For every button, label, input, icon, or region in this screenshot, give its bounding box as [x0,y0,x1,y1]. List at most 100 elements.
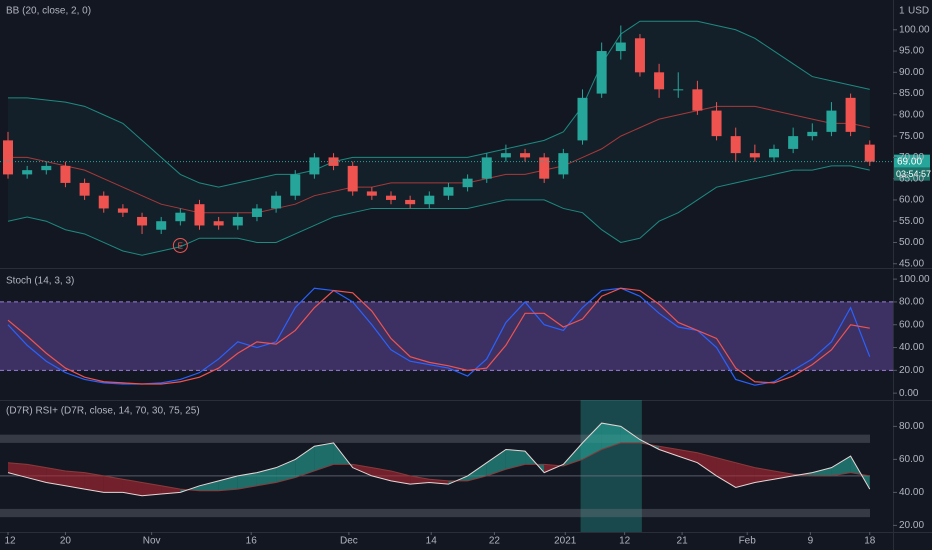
series-line [7,287,870,385]
band-fill [0,301,893,371]
candle-body [405,199,416,205]
currency[interactable]: USD [908,6,929,17]
rsi-fill [276,459,296,483]
candle-body [232,216,243,226]
y-tick-label: 70.00 [899,152,924,163]
series-line [7,165,870,256]
rsi-fill [142,482,162,496]
candle-body [730,136,741,154]
candle-body [558,153,569,175]
candle-body [3,140,13,175]
rsi-fill [429,479,449,485]
rsi-fill [218,475,238,491]
candle-body [175,212,186,222]
y-tick-label: 100.00 [899,24,930,35]
y-tick-label: 80.00 [899,421,924,432]
candle-body [347,165,358,192]
series-line [7,442,870,492]
candle-body [520,153,531,158]
candle-body [539,157,550,179]
y-tick-label: 40.00 [899,342,924,353]
highlight-zone [580,400,642,532]
candle-body [711,110,722,137]
rsi-fill [716,457,736,488]
candle-body [481,157,492,179]
candle-body [309,157,320,175]
rsi-fill [505,449,526,470]
candle-body [462,178,473,188]
pane-title: Stoch (14, 3, 3) [6,276,74,287]
level-band [0,508,870,518]
candle-body [673,89,684,91]
rsi-fill [601,423,621,450]
y-tick-label: 40.00 [899,487,924,498]
scale-mode[interactable]: 1 [899,6,905,17]
rsi-fill [65,470,85,490]
x-tick-label: 20 [60,536,72,547]
candle-body [79,182,90,196]
candle-body [386,195,396,200]
x-tick-label: 14 [426,536,438,547]
rsi-fill [84,472,104,493]
candle-body [251,208,262,217]
last-price-box [894,154,930,168]
y-tick-label: 55.00 [899,216,924,227]
candle-body [749,153,760,158]
rsi-fill [735,462,755,488]
x-tick-label: Nov [143,536,161,547]
candle-body [634,38,645,73]
earnings-marker [172,237,188,253]
countdown-box [894,167,930,181]
rsi-fill [620,426,640,443]
candle-body [807,131,818,137]
x-tick-label: 9 [808,536,814,547]
rsi-fill [486,449,506,476]
candle-body [60,165,71,183]
x-tick-label: 12 [4,536,16,547]
y-tick-label: 60.00 [899,195,924,206]
candle-body [845,97,856,132]
candle-body [366,191,377,196]
y-tick-label: 20.00 [899,365,924,376]
candle-body [194,204,205,226]
y-tick-label: 95.00 [899,46,924,57]
rsi-fill [678,449,698,463]
x-tick-label: 21 [677,536,689,547]
rsi-fill [199,480,219,491]
rsi-fill [410,475,430,485]
candle-body [117,208,128,213]
y-tick-label: 65.00 [899,173,924,184]
candle-body [443,187,454,196]
rsi-fill [27,464,47,483]
candle-body [41,165,52,171]
candle-body [864,144,875,162]
y-tick-label: 20.00 [899,520,924,531]
rsi-fill [754,467,774,483]
y-tick-label: 75.00 [899,131,924,142]
series-line [7,422,871,497]
earnings-label: E [178,242,183,251]
pane-title: (D7R) RSI+ (D7R, close, 14, 70, 30, 75, … [6,406,200,417]
rsi-fill [467,462,487,481]
x-tick-label: Dec [340,536,358,547]
candle-body [577,97,588,141]
x-tick-label: 16 [246,536,258,547]
rsi-fill [295,446,315,478]
x-tick-label: Feb [739,536,757,547]
candle-body [654,72,665,90]
candle-body [271,195,282,209]
countdown-label: 03:54:57 [896,169,931,179]
y-tick-label: 60.00 [899,454,924,465]
rsi-fill [582,423,602,460]
rsi-fill [103,475,123,493]
rsi-fill [697,452,717,476]
y-tick-label: 50.00 [899,237,924,248]
last-price-label: 69.00 [897,156,922,167]
rsi-fill [831,456,851,476]
candle-body [500,153,511,158]
candle-body [788,136,799,149]
rsi-fill [256,467,277,486]
candle-body [615,42,626,52]
